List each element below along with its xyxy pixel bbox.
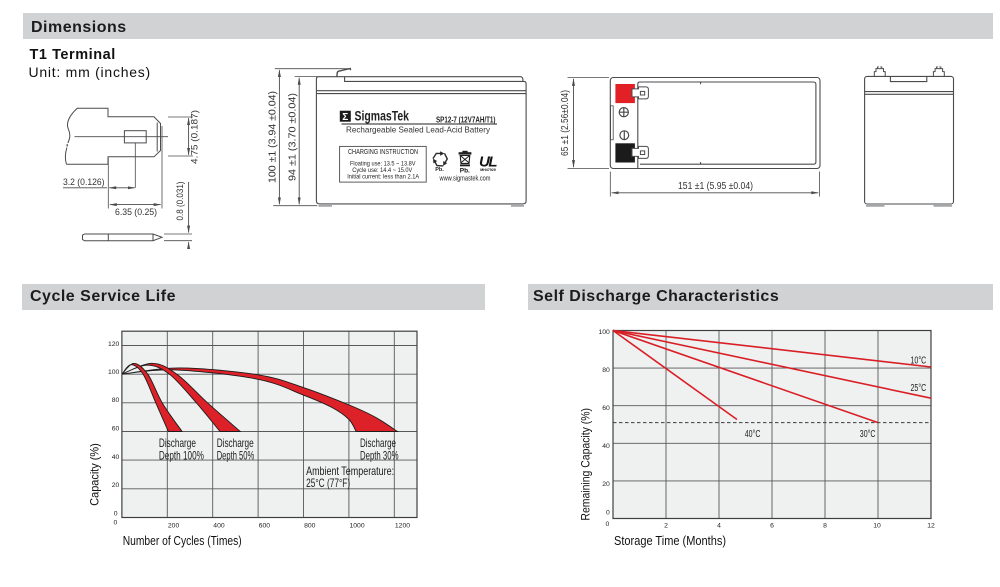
svg-text:30°C: 30°C: [860, 429, 876, 440]
svg-text:Number of Cycles (Times): Number of Cycles (Times): [123, 534, 242, 548]
svg-text:60: 60: [602, 405, 610, 412]
svg-text:4.75 (0.187): 4.75 (0.187): [190, 110, 201, 164]
svg-text:10°C: 10°C: [911, 356, 927, 367]
svg-text:Discharge: Discharge: [159, 436, 196, 450]
svg-text:Rechargeable Sealed Lead-Acid: Rechargeable Sealed Lead-Acid Battery: [346, 124, 491, 134]
svg-text:www.sigmastek.com: www.sigmastek.com: [439, 174, 491, 183]
svg-text:8: 8: [823, 523, 827, 530]
svg-text:Discharge: Discharge: [217, 436, 254, 450]
svg-text:151 ±1 (5.95 ±0.04): 151 ±1 (5.95 ±0.04): [678, 181, 753, 192]
svg-text:Depth 30%: Depth 30%: [360, 448, 399, 462]
svg-text:Discharge: Discharge: [360, 436, 396, 450]
svg-text:Pb.: Pb.: [460, 167, 470, 174]
svg-text:0.8 (0.031): 0.8 (0.031): [175, 182, 186, 221]
svg-text:400: 400: [213, 523, 225, 530]
svg-text:100: 100: [108, 369, 120, 376]
svg-text:0: 0: [114, 510, 118, 517]
svg-text:10: 10: [873, 523, 881, 530]
svg-text:65 ±1 (2.56±0.04): 65 ±1 (2.56±0.04): [560, 90, 571, 156]
svg-text:Cycle use: 14.4 ~ 15.0V: Cycle use: 14.4 ~ 15.0V: [352, 167, 413, 174]
svg-text:40: 40: [112, 454, 120, 461]
svg-text:Depth 100%: Depth 100%: [159, 448, 204, 462]
svg-text:1000: 1000: [350, 523, 365, 530]
svg-text:0: 0: [606, 510, 610, 517]
svg-text:Pb.: Pb.: [435, 167, 444, 173]
svg-text:6.35 (0.25): 6.35 (0.25): [115, 207, 157, 218]
svg-text:6: 6: [770, 523, 774, 530]
svg-text:80: 80: [602, 367, 610, 374]
svg-text:3.2 (0.126): 3.2 (0.126): [63, 177, 105, 188]
svg-text:12: 12: [927, 523, 935, 530]
svg-text:0: 0: [114, 520, 118, 527]
svg-text:2: 2: [664, 523, 668, 530]
svg-text:40°C: 40°C: [745, 429, 761, 440]
svg-text:Ambient Temperature:: Ambient Temperature:: [306, 464, 394, 478]
svg-text:1200: 1200: [395, 523, 410, 530]
svg-text:20: 20: [112, 482, 120, 489]
svg-text:Capacity (%): Capacity (%): [88, 443, 102, 506]
svg-text:4: 4: [717, 523, 721, 530]
svg-text:MH47929: MH47929: [480, 168, 496, 172]
svg-text:Storage Time (Months): Storage Time (Months): [614, 534, 726, 548]
svg-text:800: 800: [304, 523, 316, 530]
svg-text:Floating use: 13.5 ~ 13.8V: Floating use: 13.5 ~ 13.8V: [350, 160, 416, 167]
svg-text:40: 40: [602, 443, 610, 450]
svg-text:25°C: 25°C: [911, 383, 927, 394]
svg-text:SigmasTek: SigmasTek: [355, 109, 410, 124]
svg-text:25°C (77°F): 25°C (77°F): [306, 476, 350, 490]
svg-text:Initial current: less than 2.1: Initial current: less than 2.1A: [347, 173, 420, 180]
svg-text:0: 0: [606, 521, 610, 528]
svg-text:100 ±1 (3.94 ±0.04): 100 ±1 (3.94 ±0.04): [268, 91, 279, 183]
svg-text:80: 80: [112, 397, 120, 404]
svg-text:94 ±1 (3.70 ±0.04): 94 ±1 (3.70 ±0.04): [288, 93, 299, 181]
svg-text:SP12-7 (12V7AH/T1): SP12-7 (12V7AH/T1): [436, 115, 496, 124]
svg-text:20: 20: [602, 481, 610, 488]
svg-text:Σ: Σ: [342, 112, 348, 123]
svg-text:200: 200: [168, 523, 180, 530]
svg-text:100: 100: [598, 329, 610, 336]
svg-text:60: 60: [112, 426, 120, 433]
svg-text:CHARGING INSTRUCTION: CHARGING INSTRUCTION: [348, 149, 418, 156]
svg-text:600: 600: [259, 523, 271, 530]
svg-text:120: 120: [108, 341, 120, 348]
svg-text:Remaining Capacity (%): Remaining Capacity (%): [579, 408, 593, 521]
svg-text:UL: UL: [479, 154, 497, 171]
svg-text:Depth 50%: Depth 50%: [217, 448, 255, 462]
